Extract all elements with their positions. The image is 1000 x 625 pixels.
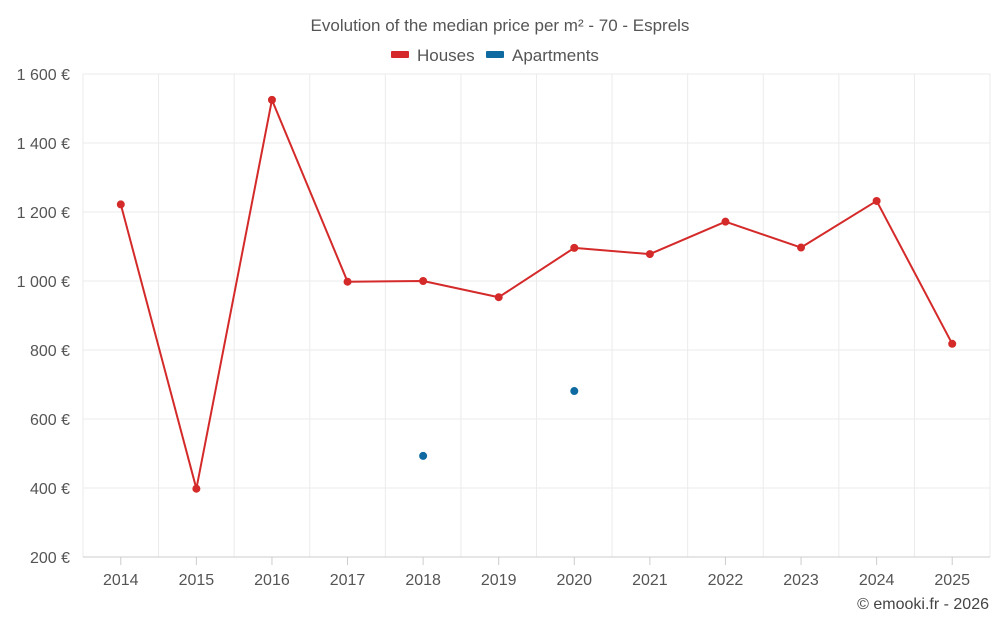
data-point-houses[interactable] [116, 200, 125, 209]
y-tick-label: 600 € [30, 412, 70, 429]
legend-item-apartments[interactable]: Apartments [486, 46, 599, 65]
data-point-houses[interactable] [872, 196, 881, 205]
data-point-houses[interactable] [948, 339, 957, 348]
series [116, 95, 957, 493]
x-tick-label: 2018 [405, 572, 441, 589]
x-tick-label: 2021 [632, 572, 668, 589]
y-axis-labels: 200 € 400 € 600 € 800 € 1 000 € 1 200 € 1 400 … [17, 67, 70, 567]
data-point-houses[interactable] [267, 95, 276, 104]
legend-item-houses[interactable]: Houses [391, 46, 475, 65]
axes [83, 556, 990, 565]
legend-label-apartments: Apartments [512, 46, 599, 65]
data-point-houses[interactable] [192, 484, 201, 493]
x-tick-label: 2016 [254, 572, 290, 589]
x-tick-label: 2023 [783, 572, 819, 589]
data-point-apartments[interactable] [419, 451, 428, 460]
data-point-houses[interactable] [419, 277, 428, 285]
x-tick-label: 2025 [934, 572, 970, 589]
x-tick-label: 2024 [859, 572, 895, 589]
data-point-houses[interactable] [721, 217, 730, 226]
y-tick-label: 200 € [30, 550, 70, 567]
series-houses [116, 95, 957, 493]
legend-swatch-houses [391, 51, 409, 58]
data-point-houses[interactable] [343, 277, 352, 286]
series-apartments [419, 387, 579, 460]
data-point-apartments[interactable] [570, 387, 579, 396]
series-line-houses [119, 98, 954, 490]
chart-title: Evolution of the median price per m² - 7… [311, 16, 690, 35]
x-axis-labels: 2014 2015 2016 2017 2018 2019 2020 2021 2022 2023… [103, 572, 970, 589]
x-tick-label: 2020 [556, 572, 592, 589]
x-tick-label: 2015 [179, 572, 215, 589]
y-tick-label: 400 € [30, 481, 70, 498]
data-point-houses[interactable] [570, 243, 579, 252]
y-tick-label: 1 200 € [17, 205, 70, 222]
legend-label-houses: Houses [417, 46, 475, 65]
data-point-houses[interactable] [494, 293, 503, 302]
credit-text: © emooki.fr - 2026 [857, 596, 989, 613]
legend-swatch-apartments [486, 51, 504, 58]
x-tick-label: 2014 [103, 572, 139, 589]
x-tick-label: 2017 [330, 572, 366, 589]
data-point-houses[interactable] [797, 243, 806, 252]
y-tick-label: 1 000 € [17, 274, 70, 291]
legend: Houses Apartments [391, 46, 599, 65]
x-tick-label: 2022 [708, 572, 744, 589]
y-tick-label: 1 600 € [17, 67, 70, 84]
y-tick-label: 800 € [30, 343, 70, 360]
x-tick-label: 2019 [481, 572, 517, 589]
data-point-houses[interactable] [645, 250, 654, 259]
y-tick-label: 1 400 € [17, 136, 70, 153]
grid [82, 73, 991, 557]
